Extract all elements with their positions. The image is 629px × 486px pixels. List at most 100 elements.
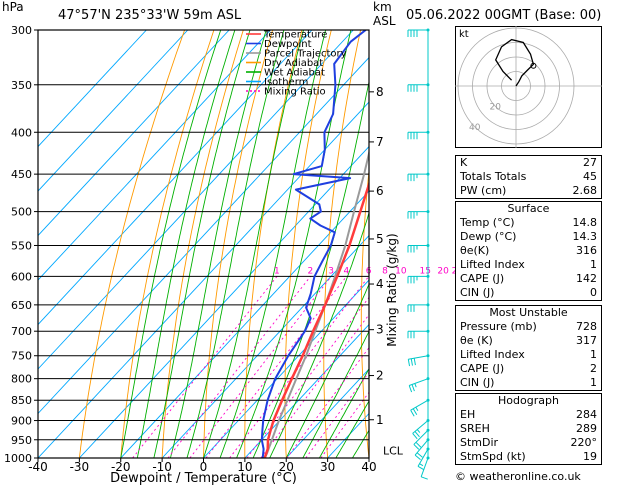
surface-row: CAPE (J) 142 [456,272,601,286]
mixing-ratio-line [167,276,311,458]
mu-label: CAPE (J) [460,362,505,375]
wind-barb-staff [408,355,429,360]
temperature-line [263,180,369,458]
wet-adiabat-line [302,330,369,458]
mixing-ratio-line [286,346,369,458]
wind-barb-flag [407,359,411,367]
isotherm-line [161,234,369,458]
km-tick-label: 2 [376,369,384,383]
index-label: K [460,156,468,169]
km-tick-label: 6 [376,184,384,198]
hodo-value: 220° [570,436,598,449]
pressure-tick-label: 350 [11,79,32,92]
wind-barb-flag [410,409,415,417]
wind-barb-flag [412,433,418,440]
km-tick-label: 1 [376,413,384,427]
mu-value: 2 [590,362,597,375]
surface-row: Temp (°C) 14.8 [456,216,601,230]
isotherm-line [79,145,369,458]
plot-area [38,30,455,458]
mu-value: 728 [576,320,597,333]
wind-barb-halfflag [415,406,419,411]
mu-value: 1 [590,348,597,361]
pressure-tick-label: 450 [11,168,32,181]
wind-barb-flag [415,441,422,448]
surface-value: 14.3 [572,230,598,243]
index-row-totals: Totals Totals 45 [456,170,601,184]
hodograph-params-panel: Hodograph EH 284 SREH 289 StmDir 220° StmSp… [455,393,602,465]
hodograph-params-title: Hodograph [498,394,559,407]
temp-tick-label: 20 [279,460,294,474]
wind-barb-halfflag [419,463,424,467]
index-row-pw: PW (cm) 2.68 [456,184,601,198]
isotherm-line [38,30,189,192]
isotherm-line [203,279,369,458]
pressure-tick-label: 600 [11,270,32,283]
mixing-ratio-label: 10 [395,266,407,276]
hodo-label: StmDir [460,436,499,449]
surface-label: θe(K) [460,244,490,257]
index-row-k: K 27 [456,156,601,170]
temp-tick-label: -10 [152,460,172,474]
wind-barb-flag [417,465,425,471]
hodo-label: EH [460,408,476,421]
isotherm-line [38,30,313,326]
mu-label: θe (K) [460,334,493,347]
hodograph-frame [455,26,602,148]
index-label: PW (cm) [460,184,507,197]
wind-barb-staff [412,420,429,434]
legend-entry: Dry Adiabat [264,58,323,69]
wind-barb-halfflag [416,429,421,433]
legend-entry: Mixing Ratio [264,87,326,98]
temp-tick-label: -30 [70,460,90,474]
copyright[interactable]: © weatheronline.co.uk [455,470,581,483]
isotherm-line [410,30,455,458]
isotherm-line [38,101,369,458]
index-label: Totals Totals [460,170,527,183]
dry-adiabat-line [433,30,452,458]
pressure-tick-label: 400 [11,126,32,139]
wind-barb-flag [412,408,418,416]
mixing-ratio-label: 4 [343,266,349,276]
surface-value: 0 [590,286,597,299]
legend-entry: Dewpoint [264,39,312,50]
lcl-label: LCL [383,444,404,457]
wind-barb-flag [414,454,421,460]
pressure-tick-label: 700 [11,325,32,338]
mu-label: Pressure (mb) [460,320,537,333]
mixing-ratio-line [246,296,369,458]
surface-label: Dewp (°C) [460,230,517,243]
storm-motion-marker [530,62,537,69]
skew-t-chart: 1234681015202530035040045050055060065070… [4,24,455,486]
surface-value: 1 [590,258,597,271]
temp-tick-label: 10 [237,460,252,474]
surface-row: Dewp (°C) 14.3 [456,230,601,244]
temp-tick-label: -40 [28,460,48,474]
hodograph-chart: kt 20 40 [455,26,602,148]
km-tick-label: 5 [376,232,384,246]
pressure-tick-label: 1000 [4,452,32,465]
hodograph-ring-label: 40 [469,123,481,133]
legend-entry: Isotherm [264,77,308,88]
wet-adiabat-line [352,429,369,458]
surface-value: 316 [576,244,597,257]
isotherm-line [285,368,369,458]
km-unit-label: km [373,0,392,14]
wind-barb-staff [417,448,429,467]
datetime-title: 05.06.2022 00GMT (Base: 00) [406,8,602,23]
wet-adiabat-line [319,367,369,458]
index-value: 27 [583,156,597,169]
mu-row: CAPE (J) 2 [456,362,601,376]
pressure-tick-label: 850 [11,394,32,407]
surface-title: Surface [507,202,550,215]
wind-barb-staff [409,378,429,386]
wet-adiabat-line [335,400,369,458]
pressure-tick-label: 800 [11,373,32,386]
mu-label: Lifted Index [460,348,525,361]
wind-barb-flag [410,358,413,366]
pressure-tick-label: 300 [11,24,32,37]
pressure-tick-label: 500 [11,206,32,219]
km-tick-label: 4 [376,277,384,291]
wet-adiabat-line [153,30,251,458]
surface-value: 142 [576,272,597,285]
